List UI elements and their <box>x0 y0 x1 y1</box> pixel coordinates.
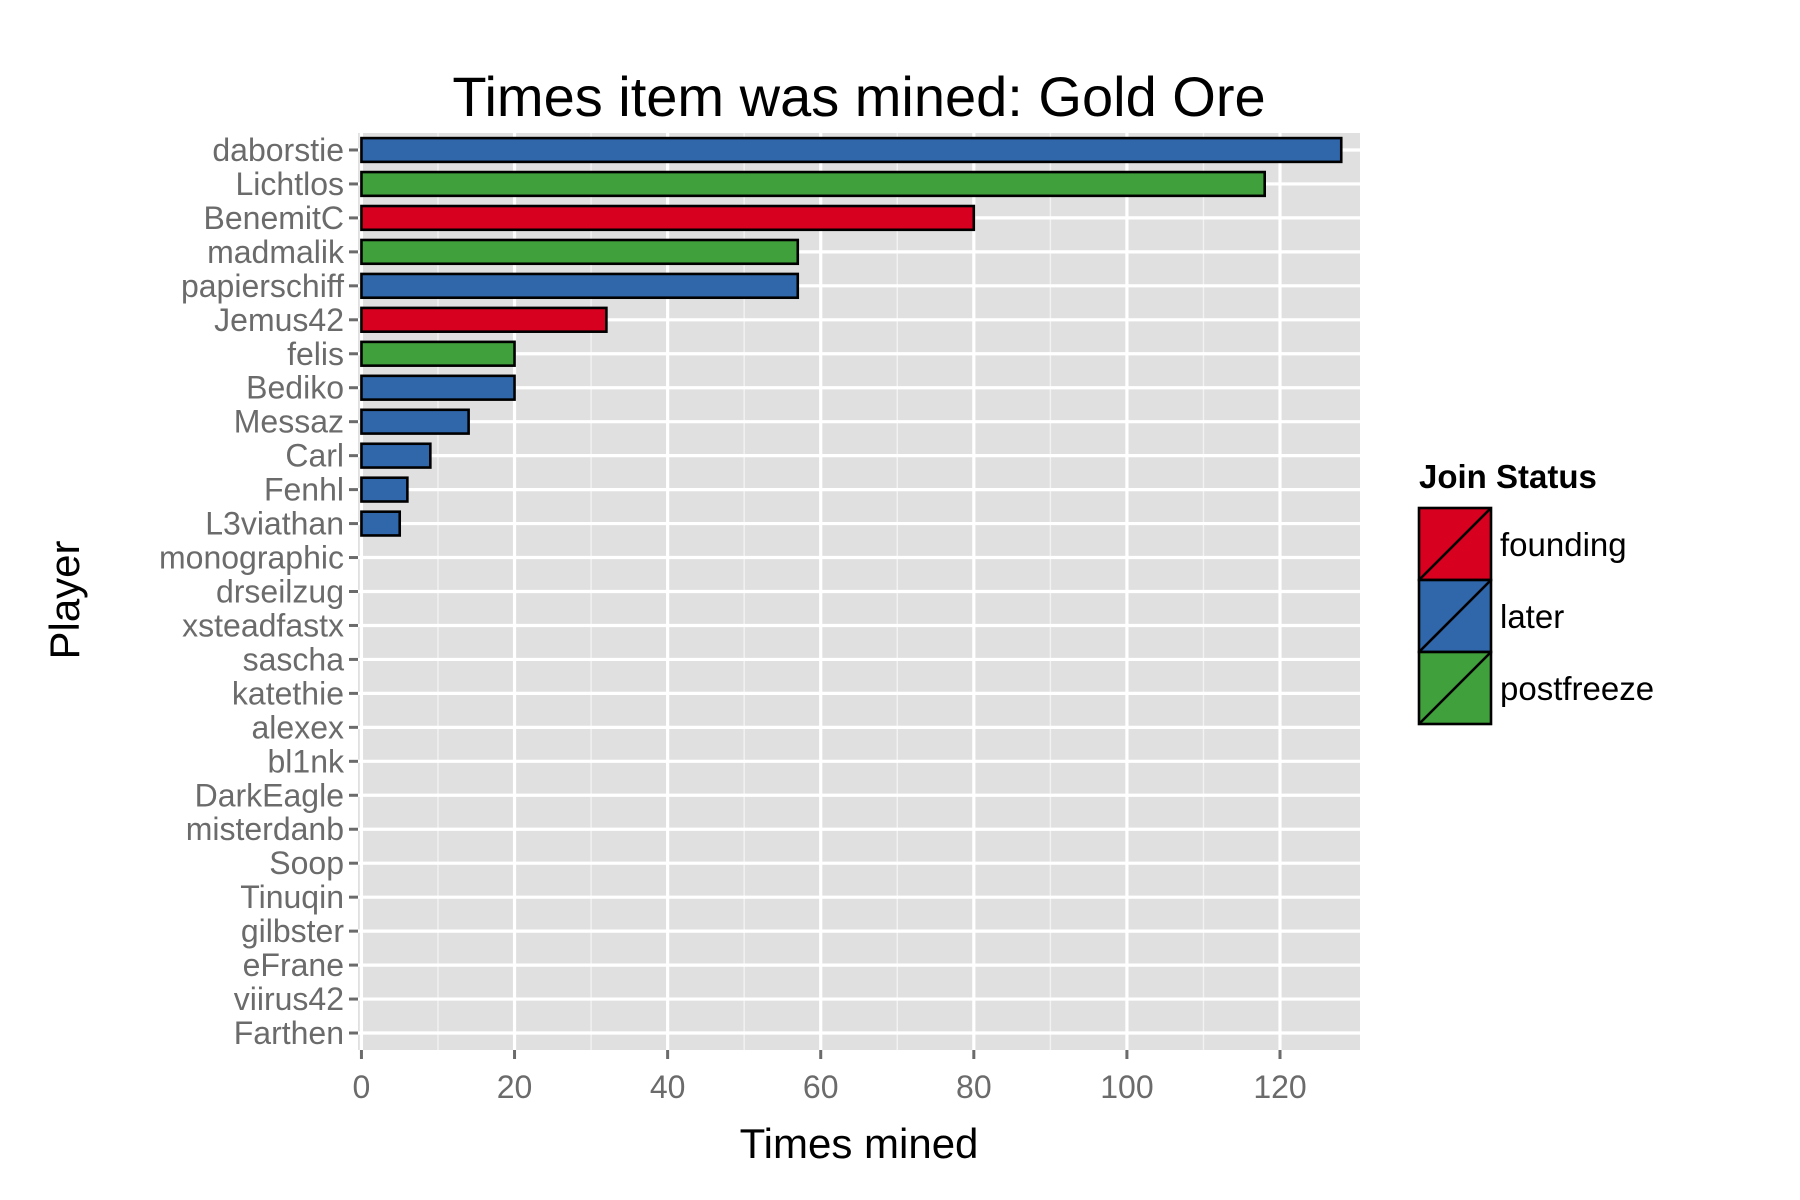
bar-papierschiff <box>360 272 800 300</box>
bar-Jemus42 <box>360 306 608 333</box>
bars <box>360 136 1343 537</box>
legend-label-founding: founding <box>1500 526 1627 563</box>
bar-Lichtlos <box>360 170 1266 198</box>
bar-daborstie <box>360 136 1343 164</box>
y-tick-label: L3viathan <box>205 506 344 542</box>
bar-L3viathan <box>360 510 402 537</box>
y-tick-label: Carl <box>285 438 344 474</box>
y-tick-label: felis <box>287 336 344 372</box>
y-tick-label: papierschiff <box>181 268 344 304</box>
y-axis: daborstieLichtlosBenemitCmadmalikpapiers… <box>159 132 358 1051</box>
x-tick-label: 40 <box>650 1069 686 1105</box>
y-tick-label: Farthen <box>234 1015 344 1051</box>
y-tick-label: misterdanb <box>186 811 344 847</box>
y-tick-label: madmalik <box>207 234 345 270</box>
y-tick-label: daborstie <box>212 132 344 168</box>
y-tick-label: Fenhl <box>264 472 344 508</box>
y-tick-label: Messaz <box>234 404 344 440</box>
legend-label-later: later <box>1500 598 1564 635</box>
y-tick-label: viirus42 <box>234 981 344 1017</box>
legend-key-slash <box>1418 651 1492 725</box>
bar-felis <box>360 340 516 367</box>
x-tick-label: 100 <box>1100 1069 1153 1105</box>
y-tick-label: xsteadfastx <box>182 607 344 643</box>
bar-Messaz <box>360 408 470 435</box>
y-tick-label: Soop <box>269 845 344 881</box>
legend-title: Join Status <box>1419 458 1597 495</box>
bar-BenemitC <box>360 204 976 232</box>
y-tick-label: Tinuqin <box>240 879 344 915</box>
y-tick-label: Jemus42 <box>214 302 344 338</box>
legend-label-postfreeze: postfreeze <box>1500 670 1654 707</box>
legend: Join Status founding later postfreeze <box>1417 458 1654 726</box>
x-tick-label: 60 <box>803 1069 839 1105</box>
y-tick-label: alexex <box>252 709 345 745</box>
chart-title: Times item was mined: Gold Ore <box>452 65 1265 128</box>
bar-Fenhl <box>360 476 409 503</box>
x-tick-label: 20 <box>497 1069 533 1105</box>
x-tick-label: 80 <box>956 1069 992 1105</box>
legend-key-slash <box>1418 507 1492 581</box>
y-tick-label: sascha <box>243 641 345 677</box>
y-tick-label: katethie <box>232 675 344 711</box>
y-tick-label: DarkEagle <box>195 777 344 813</box>
y-tick-label: BenemitC <box>204 200 345 236</box>
y-tick-label: gilbster <box>241 913 345 949</box>
y-tick-label: Lichtlos <box>236 166 345 202</box>
y-tick-label: drseilzug <box>216 574 344 610</box>
y-tick-label: bl1nk <box>268 743 346 779</box>
bar-madmalik <box>360 238 800 266</box>
x-tick-label: 120 <box>1253 1069 1306 1105</box>
bar-Carl <box>360 442 432 469</box>
bar-Bediko <box>360 374 516 401</box>
legend-key-slash <box>1418 579 1492 653</box>
y-tick-label: monographic <box>159 540 344 576</box>
y-tick-label: eFrane <box>243 947 344 983</box>
x-tick-label: 0 <box>353 1069 371 1105</box>
x-axis: 0 20 40 60 80 100 120 <box>353 1050 1307 1105</box>
y-tick-label: Bediko <box>246 370 344 406</box>
x-axis-title: Times mined <box>740 1120 979 1167</box>
y-axis-title: Player <box>41 540 88 659</box>
